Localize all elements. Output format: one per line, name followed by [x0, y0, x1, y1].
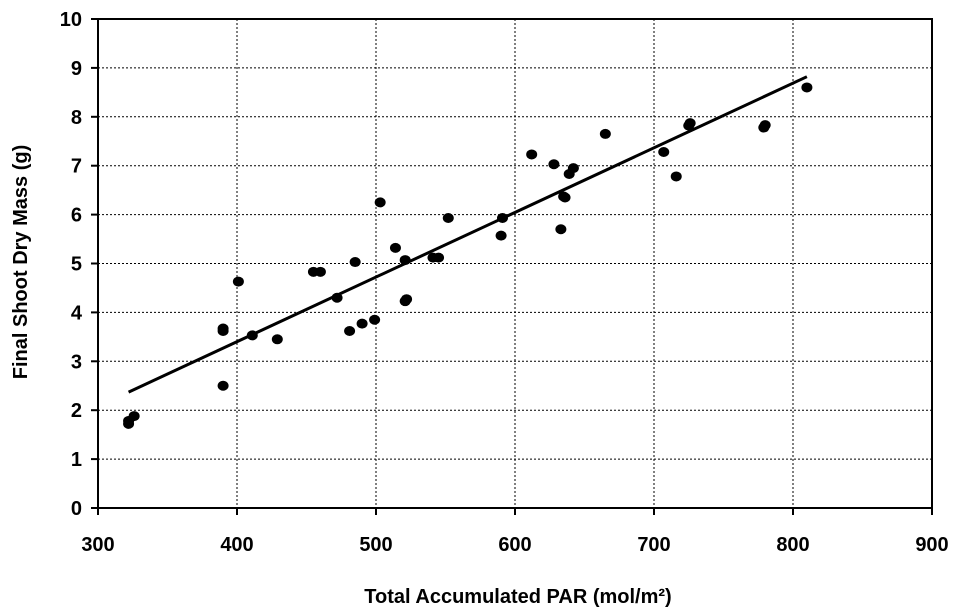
data-point: [759, 120, 771, 131]
data-point: [246, 330, 258, 341]
data-point: [399, 255, 411, 266]
data-point: [567, 163, 579, 174]
y-tick-label: 5: [71, 254, 82, 276]
data-point: [217, 323, 229, 334]
data-point: [331, 292, 343, 303]
x-axis-title: Total Accumulated PAR (mol/m²): [364, 586, 671, 608]
data-point: [684, 118, 696, 129]
data-point: [349, 257, 361, 268]
data-point: [801, 82, 813, 93]
x-tick-label: 300: [81, 534, 114, 556]
x-tick-label: 500: [359, 534, 392, 556]
data-point: [555, 224, 567, 235]
data-point: [442, 213, 454, 224]
data-point: [670, 171, 682, 182]
x-tick-label: 900: [915, 534, 948, 556]
data-point: [389, 242, 401, 253]
y-tick-label: 4: [71, 302, 83, 324]
data-point: [599, 128, 611, 139]
data-point: [271, 334, 283, 345]
data-point: [496, 213, 508, 224]
data-point: [401, 294, 413, 305]
y-ticks: 0 1 2 3 4 5 6 7 8 9 10: [60, 9, 98, 520]
data-point: [217, 380, 229, 391]
data-point: [433, 252, 445, 263]
y-tick-label: 0: [71, 498, 82, 520]
data-point: [495, 230, 507, 241]
grid-lines: [98, 19, 932, 508]
data-points: [123, 82, 813, 429]
x-tick-label: 700: [637, 534, 670, 556]
data-point: [344, 325, 356, 336]
x-tick-label: 600: [498, 534, 531, 556]
y-tick-label: 7: [71, 156, 82, 178]
data-point: [128, 411, 140, 422]
y-tick-label: 8: [71, 107, 82, 129]
data-point: [369, 314, 381, 325]
y-tick-label: 9: [71, 58, 82, 80]
x-tick-label: 800: [776, 534, 809, 556]
trend-line: [127, 75, 808, 394]
y-tick-label: 10: [60, 9, 82, 31]
data-point: [232, 276, 244, 287]
y-tick-label: 1: [71, 449, 82, 471]
y-tick-label: 2: [71, 400, 82, 422]
trend-line-layer: [127, 75, 808, 394]
x-tick-label: 400: [220, 534, 253, 556]
data-point: [658, 147, 670, 158]
data-point: [559, 192, 571, 203]
data-point: [526, 149, 538, 160]
data-point: [314, 266, 326, 277]
data-point: [548, 159, 560, 170]
x-ticks: 300 400 500 600 700 800 900: [81, 508, 949, 556]
data-point: [356, 318, 368, 329]
data-point: [374, 197, 386, 208]
y-tick-label: 3: [71, 351, 82, 373]
y-tick-label: 6: [71, 205, 82, 227]
y-axis-title: Final Shoot Dry Mass (g): [10, 145, 32, 379]
